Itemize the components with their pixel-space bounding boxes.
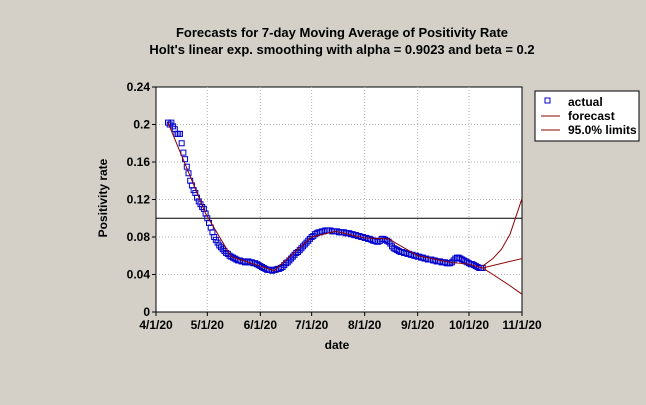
legend: actual forecast 95.0% limits (534, 90, 640, 142)
actual-point (286, 257, 293, 264)
x-axis-label: date (325, 338, 350, 352)
y-tick-label: 0.16 (127, 155, 151, 169)
y-tick-label: 0.24 (127, 80, 151, 94)
chart-canvas: Forecasts for 7-day Moving Average of Po… (96, 25, 640, 352)
y-tick-label: 0.08 (127, 230, 151, 244)
upper-limit-line (482, 198, 523, 267)
x-tick-label: 10/1/20 (449, 318, 489, 332)
actual-point (164, 119, 171, 126)
x-tick-label: 4/1/20 (139, 318, 173, 332)
actual-point (301, 241, 308, 248)
chart-title: Forecasts for 7-day Moving Average of Po… (176, 25, 508, 40)
x-tick-label: 8/1/20 (348, 318, 382, 332)
chart-svg: Forecasts for 7-day Moving Average of Po… (96, 25, 640, 352)
y-tick-label: 0 (143, 305, 150, 319)
lower-limit-line (482, 267, 523, 295)
actual-point (194, 194, 201, 201)
x-tick-label: 9/1/20 (401, 318, 435, 332)
actual-point (305, 237, 312, 244)
actual-point (284, 259, 291, 266)
y-axis: 0 0.04 0.08 0.12 0.16 0.2 0.24 (127, 80, 156, 319)
actual-point (303, 239, 310, 246)
legend-label-actual: actual (568, 95, 603, 109)
actual-point (217, 244, 224, 251)
x-tick-label: 6/1/20 (244, 318, 278, 332)
y-axis-label: Positivity rate (96, 158, 110, 237)
actual-point (219, 246, 226, 253)
actual-point (279, 264, 286, 270)
x-tick-label: 7/1/20 (295, 318, 329, 332)
y-tick-label: 0.2 (133, 118, 150, 132)
chart-subtitle: Holt's linear exp. smoothing with alpha … (149, 42, 534, 57)
x-tick-label: 11/1/20 (502, 318, 542, 332)
actual-point (185, 170, 192, 177)
y-tick-label: 0.12 (127, 193, 151, 207)
plot-area (155, 86, 523, 313)
actual-point (178, 140, 185, 147)
x-axis: 4/1/20 5/1/20 6/1/20 7/1/20 8/1/20 9/1/20 10/1… (139, 312, 542, 332)
actual-point (479, 264, 486, 271)
legend-label-forecast: forecast (568, 109, 615, 123)
series-group (164, 119, 523, 295)
actual-point (168, 119, 175, 126)
actual-point (216, 242, 223, 249)
legend-marker-actual (544, 97, 551, 104)
forecast-line (167, 122, 523, 272)
y-tick-label: 0.04 (127, 268, 151, 282)
x-tick-label: 5/1/20 (191, 318, 225, 332)
legend-label-limits: 95.0% limits (568, 123, 637, 137)
actual-point (176, 130, 183, 137)
actual-point (382, 236, 389, 243)
